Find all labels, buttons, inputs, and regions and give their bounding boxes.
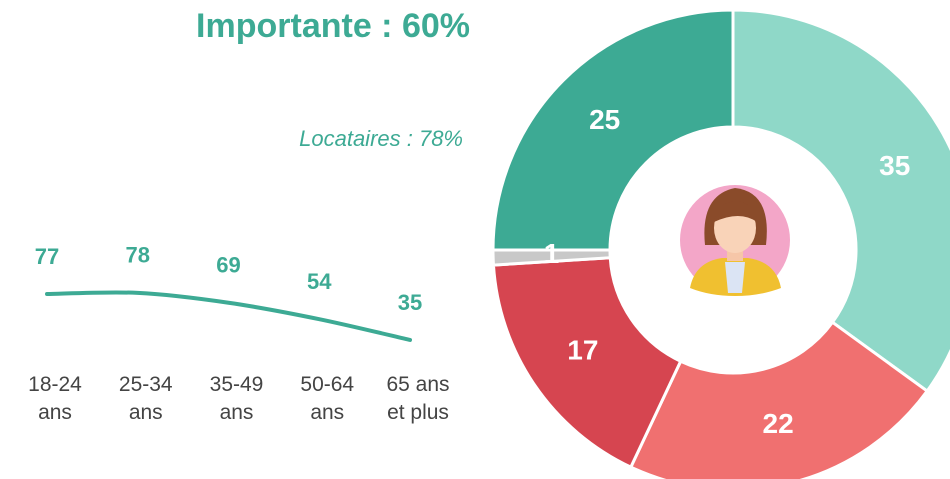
- donut-segment: [491, 256, 683, 470]
- data-label: 78: [126, 243, 150, 268]
- line: [45, 290, 412, 342]
- data-label: 77: [35, 244, 59, 269]
- data-label: 1: [544, 238, 560, 269]
- data-label: 25: [589, 104, 620, 135]
- x-tick-label: 25-34 ans: [118, 373, 173, 424]
- x-tick-label: 65 ans et plus: [386, 373, 450, 424]
- donut-segment: [491, 8, 735, 252]
- x-tick-label: 50-64 ans: [300, 373, 355, 424]
- chart-title: Importante : 60%: [196, 7, 470, 45]
- donut-segment: [731, 8, 950, 394]
- donut-segment: [628, 320, 930, 479]
- data-label: 35: [879, 150, 910, 181]
- x-tick-label: 35-49 ans: [209, 373, 264, 424]
- x-tick-label: 18-24 ans: [28, 373, 82, 424]
- data-label: 35: [398, 290, 422, 315]
- data-label: 69: [216, 253, 240, 278]
- data-label: 54: [307, 269, 332, 294]
- data-label: 22: [763, 408, 794, 439]
- avatar-icon: [680, 185, 790, 296]
- chart-subtitle: Locataires : 78%: [299, 126, 463, 151]
- data-label: 17: [567, 334, 598, 365]
